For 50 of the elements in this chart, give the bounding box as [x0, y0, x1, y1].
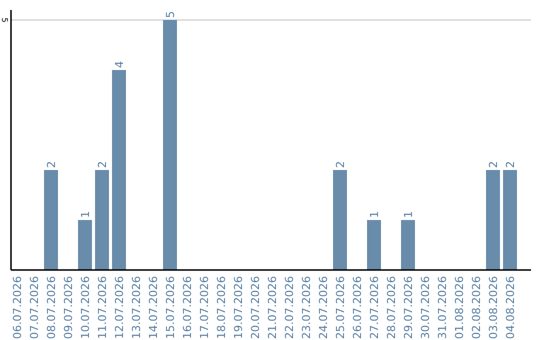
x-tick-label: 28.07.2026	[385, 276, 398, 339]
x-tick-label: 20.07.2026	[249, 276, 262, 339]
bar	[367, 220, 381, 270]
x-tick-label: 26.07.2026	[351, 276, 364, 339]
x-tick-label: 13.07.2026	[130, 276, 143, 339]
data-label: 1	[402, 211, 415, 218]
x-tick-label: 10.07.2026	[79, 276, 92, 339]
x-tick-label: 19.07.2026	[232, 276, 245, 339]
x-tick-label: 17.07.2026	[198, 276, 211, 339]
bar	[503, 170, 517, 270]
data-label: 2	[45, 161, 58, 168]
x-tick-label: 30.07.2026	[419, 276, 432, 339]
bar	[78, 220, 92, 270]
x-tick-label: 18.07.2026	[215, 276, 228, 339]
x-tick-label: 12.07.2026	[113, 276, 126, 339]
data-label: 2	[504, 161, 517, 168]
x-tick-label: 07.07.2026	[28, 276, 41, 339]
bar	[163, 20, 177, 270]
x-tick-label: 16.07.2026	[181, 276, 194, 339]
x-tick-label: 27.07.2026	[368, 276, 381, 339]
data-label: 4	[113, 61, 126, 68]
x-tick-label: 02.08.2026	[470, 276, 483, 339]
x-tick-label: 25.07.2026	[334, 276, 347, 339]
x-tick-label: 03.08.2026	[487, 276, 500, 339]
data-label: 5	[164, 11, 177, 18]
x-tick-label: 23.07.2026	[300, 276, 313, 339]
x-tick-label: 14.07.2026	[147, 276, 160, 339]
x-tick-label: 24.07.2026	[317, 276, 330, 339]
bar	[44, 170, 58, 270]
x-tick-label: 31.07.2026	[436, 276, 449, 339]
data-label: 1	[79, 211, 92, 218]
bar	[333, 170, 347, 270]
bar	[486, 170, 500, 270]
x-tick-label: 08.07.2026	[45, 276, 58, 339]
data-label: 2	[334, 161, 347, 168]
bar	[95, 170, 109, 270]
x-tick-label: 15.07.2026	[164, 276, 177, 339]
bar	[112, 70, 126, 270]
x-tick-label: 21.07.2026	[266, 276, 279, 339]
data-label: 2	[96, 161, 109, 168]
x-tick-label: 22.07.2026	[283, 276, 296, 339]
x-tick-label: 01.08.2026	[453, 276, 466, 339]
x-tick-label: 09.07.2026	[62, 276, 75, 339]
x-tick-label: 04.08.2026	[504, 276, 517, 339]
data-label: 2	[487, 161, 500, 168]
x-tick-label: 11.07.2026	[96, 276, 109, 339]
x-tick-label: 29.07.2026	[402, 276, 415, 339]
data-label: 1	[368, 211, 381, 218]
bar	[401, 220, 415, 270]
x-tick-label: 06.07.2026	[11, 276, 24, 339]
